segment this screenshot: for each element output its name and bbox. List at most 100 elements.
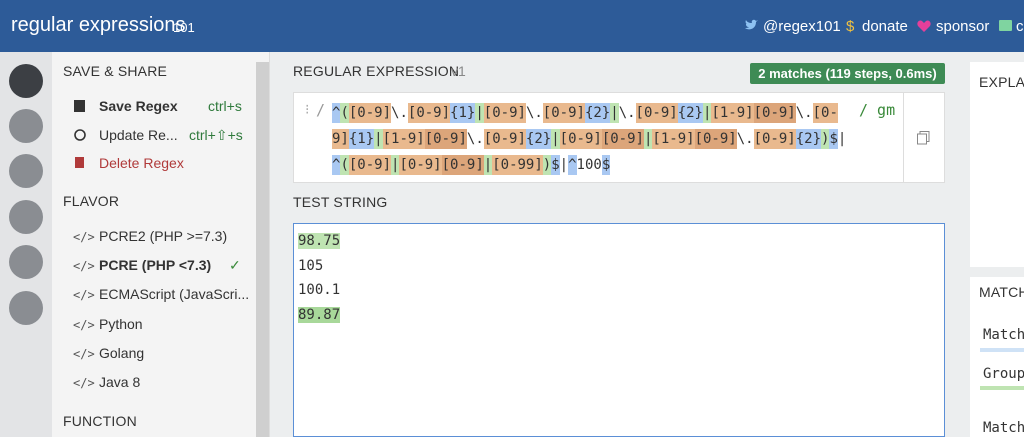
regex-token: [0-9] [694,129,737,149]
code-icon: </> [73,376,95,390]
delete-button[interactable]: Delete Regex [99,155,184,171]
regex-token: [0-9] [399,155,442,175]
sponsor-link[interactable]: sponsor [936,18,990,35]
regex-token: [1-9] [711,103,754,123]
donate-icon: $ [846,18,855,34]
section-title: FUNCTION [63,413,137,429]
regex-token: [0-9] [635,103,678,123]
shortcut: ctrl+s [208,98,242,114]
match-bar [980,348,1024,352]
svg-text:$: $ [846,18,855,34]
regex-token: [0-9] [424,129,467,149]
regex-token: ^ [332,155,341,175]
regex-token: \. [618,105,636,121]
flavor-option[interactable]: PCRE2 (PHP >=7.3) [99,228,228,244]
match-status: 2 matches (119 steps, 0.6ms) [750,63,945,84]
quiz-icon[interactable] [9,200,43,234]
regex-token: [0-9] [407,103,451,123]
match-status-text: 2 matches (119 steps, 0.6ms) [758,66,937,81]
regex-token: {1} [348,129,375,149]
regex-token: | [551,129,560,149]
regex-token: | [703,103,712,123]
flavor-option[interactable]: ECMAScript (JavaScri... [99,286,250,303]
update-button[interactable]: Update Re... [99,127,178,143]
regex-token: \. [736,131,754,147]
match-row: Match [983,327,1024,343]
test-line: 89.87 [298,303,341,328]
regex-token: | [610,103,619,123]
regex-input[interactable]: ^([0-9]\.[0-9]{1}|[0-9]\.[0-9]{2}|\.[0-9… [332,100,850,178]
save-icons [74,100,86,168]
regex-token: [0-99] [492,155,543,175]
flavor-option[interactable]: Golang [99,344,145,361]
test-line-text: 89.87 [298,306,341,323]
regex-token: {1} [450,103,476,123]
drag-handle: ⁝ [305,101,310,117]
regex-token: \. [391,105,408,121]
delimiter: / [316,101,326,119]
regex-token: [0-9] [483,129,526,149]
flavor-option[interactable]: Java 8 [99,374,141,390]
test-string-box[interactable] [293,223,945,437]
regex-token: | [483,155,493,175]
code-icon: </> [73,288,95,303]
group-bar [980,386,1024,390]
code-icon: </> [73,346,95,361]
regex-token: [0-9] [559,129,602,149]
icon-bar [0,52,52,437]
flags[interactable]: / gm [859,101,896,119]
mail-icon [999,20,1012,31]
twitter-link[interactable]: @regex101 [763,18,841,35]
regex-token: ( [340,155,349,175]
section-title: SAVE & SHARE [63,63,168,79]
regex-token: ) [542,155,552,175]
regex-token: [0-9] [753,129,796,149]
account-icon[interactable] [9,154,43,188]
logo-version: 101 [173,20,195,35]
section-title: MATCH [979,284,1024,300]
code-icon: </> [73,230,95,244]
library-icon[interactable] [9,109,43,143]
section-title: EXPLA [979,74,1024,90]
twitter-icon [745,19,758,30]
section-title: REGULAR EXPRESSION [293,63,460,79]
test-line-text: 100.1 [298,282,341,298]
code-icon: </> [73,259,95,274]
copy-button[interactable] [917,131,930,145]
regex-token: ^ [568,155,577,175]
regex-token: | [374,129,383,149]
settings-icon[interactable] [9,245,43,279]
regex-token: | [475,103,484,123]
chat-icon[interactable] [9,291,43,325]
regex-token: [1-9] [382,129,425,149]
flavor-option[interactable]: PCRE (PHP <7.3) [99,257,212,274]
regex-token: ^ [332,103,341,123]
heart-icon [917,20,931,32]
version-select[interactable]: v1 [451,63,466,79]
header: regular expressions 101 @regex101 $ dona… [0,0,1024,52]
contact-link[interactable]: c [1016,18,1024,35]
section-title: FLAVOR [63,193,120,209]
regex-token: \. [525,105,543,121]
donate-link[interactable]: donate [862,18,908,35]
right-panel: EXPLA MATCH Match Group Match [970,62,1024,437]
test-line-text: 105 [298,257,324,274]
regex-token: [0-9] [348,103,392,123]
regex-token: {2} [584,103,611,123]
divider [970,267,1024,277]
regex-token: [0-9] [601,129,644,149]
flavor-option[interactable]: Python [99,315,143,332]
regex-token: [0-9] [542,103,585,123]
regex-token: ) [821,129,830,149]
scrollbar[interactable] [256,62,269,437]
side-panel [52,52,270,437]
save-button[interactable]: Save Regex [99,98,178,114]
test-string[interactable]: 98.75 105 100.1 89.87 [298,229,341,328]
regex-icon[interactable] [9,64,43,98]
section-title: TEST STRING [293,194,388,210]
regex-token: | [559,157,569,173]
divider [903,92,904,183]
test-line: 105 [298,254,340,279]
logo[interactable]: regular expressions [11,14,186,36]
